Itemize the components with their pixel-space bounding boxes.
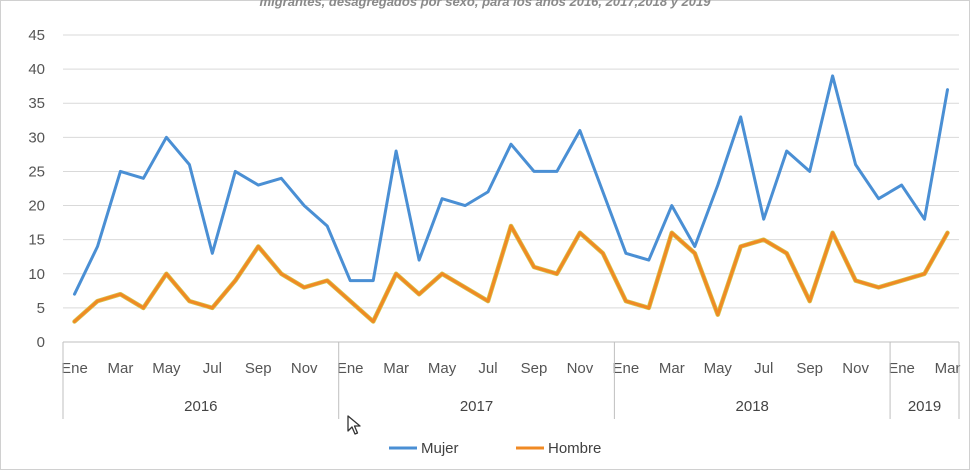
x-tick-label: Nov xyxy=(842,360,869,377)
y-tick-label: 35 xyxy=(28,95,45,112)
series-line-mujer xyxy=(73,74,949,296)
y-tick-label: 45 xyxy=(28,27,45,44)
x-axis: Ene Mar May Jul Sep Nov Ene Mar May Jul Sep Nov Ene M… xyxy=(61,341,961,419)
year-label: 2019 xyxy=(908,398,941,415)
y-axis-ticks: 0 5 10 15 20 25 30 35 40 45 xyxy=(28,27,45,351)
y-tick-label: 15 xyxy=(28,232,45,249)
x-tick-label: May xyxy=(152,360,181,377)
y-tick-label: 25 xyxy=(28,163,45,180)
y-tick-label: 5 xyxy=(37,300,45,317)
legend: Mujer Hombre xyxy=(389,440,601,457)
y-tick-label: 40 xyxy=(28,61,45,78)
x-tick-label: Jul xyxy=(478,360,497,377)
chart-title: migrantes, desagregados por sexo, para l… xyxy=(259,0,711,9)
y-tick-label: 0 xyxy=(37,334,45,351)
x-tick-label: Sep xyxy=(245,360,272,377)
x-tick-label: Ene xyxy=(61,360,88,377)
x-tick-label: Jul xyxy=(203,360,222,377)
legend-label: Hombre xyxy=(548,440,601,457)
legend-label: Mujer xyxy=(421,440,459,457)
mouse-pointer-icon xyxy=(347,415,361,435)
x-tick-label: Nov xyxy=(291,360,318,377)
gridlines xyxy=(63,34,959,309)
x-tick-label: Mar xyxy=(383,360,409,377)
year-label: 2018 xyxy=(736,398,769,415)
series-lines xyxy=(72,74,950,324)
x-tick-label: Sep xyxy=(521,360,548,377)
y-tick-label: 20 xyxy=(28,198,45,215)
x-tick-label: Mar xyxy=(108,360,134,377)
x-tick-label: May xyxy=(704,360,733,377)
x-tick-label: Sep xyxy=(796,360,823,377)
x-tick-label: Ene xyxy=(613,360,640,377)
x-tick-label: Mar xyxy=(659,360,685,377)
x-tick-label: May xyxy=(428,360,457,377)
x-tick-label: Nov xyxy=(567,360,594,377)
x-tick-label: Jul xyxy=(754,360,773,377)
year-label: 2016 xyxy=(184,398,217,415)
y-tick-label: 10 xyxy=(28,266,45,283)
x-tick-label: Ene xyxy=(337,360,364,377)
x-tick-label: Mar xyxy=(935,360,961,377)
series-line-hombre xyxy=(73,224,949,323)
year-label: 2017 xyxy=(460,398,493,415)
y-tick-label: 30 xyxy=(28,129,45,146)
x-tick-label: Ene xyxy=(888,360,915,377)
